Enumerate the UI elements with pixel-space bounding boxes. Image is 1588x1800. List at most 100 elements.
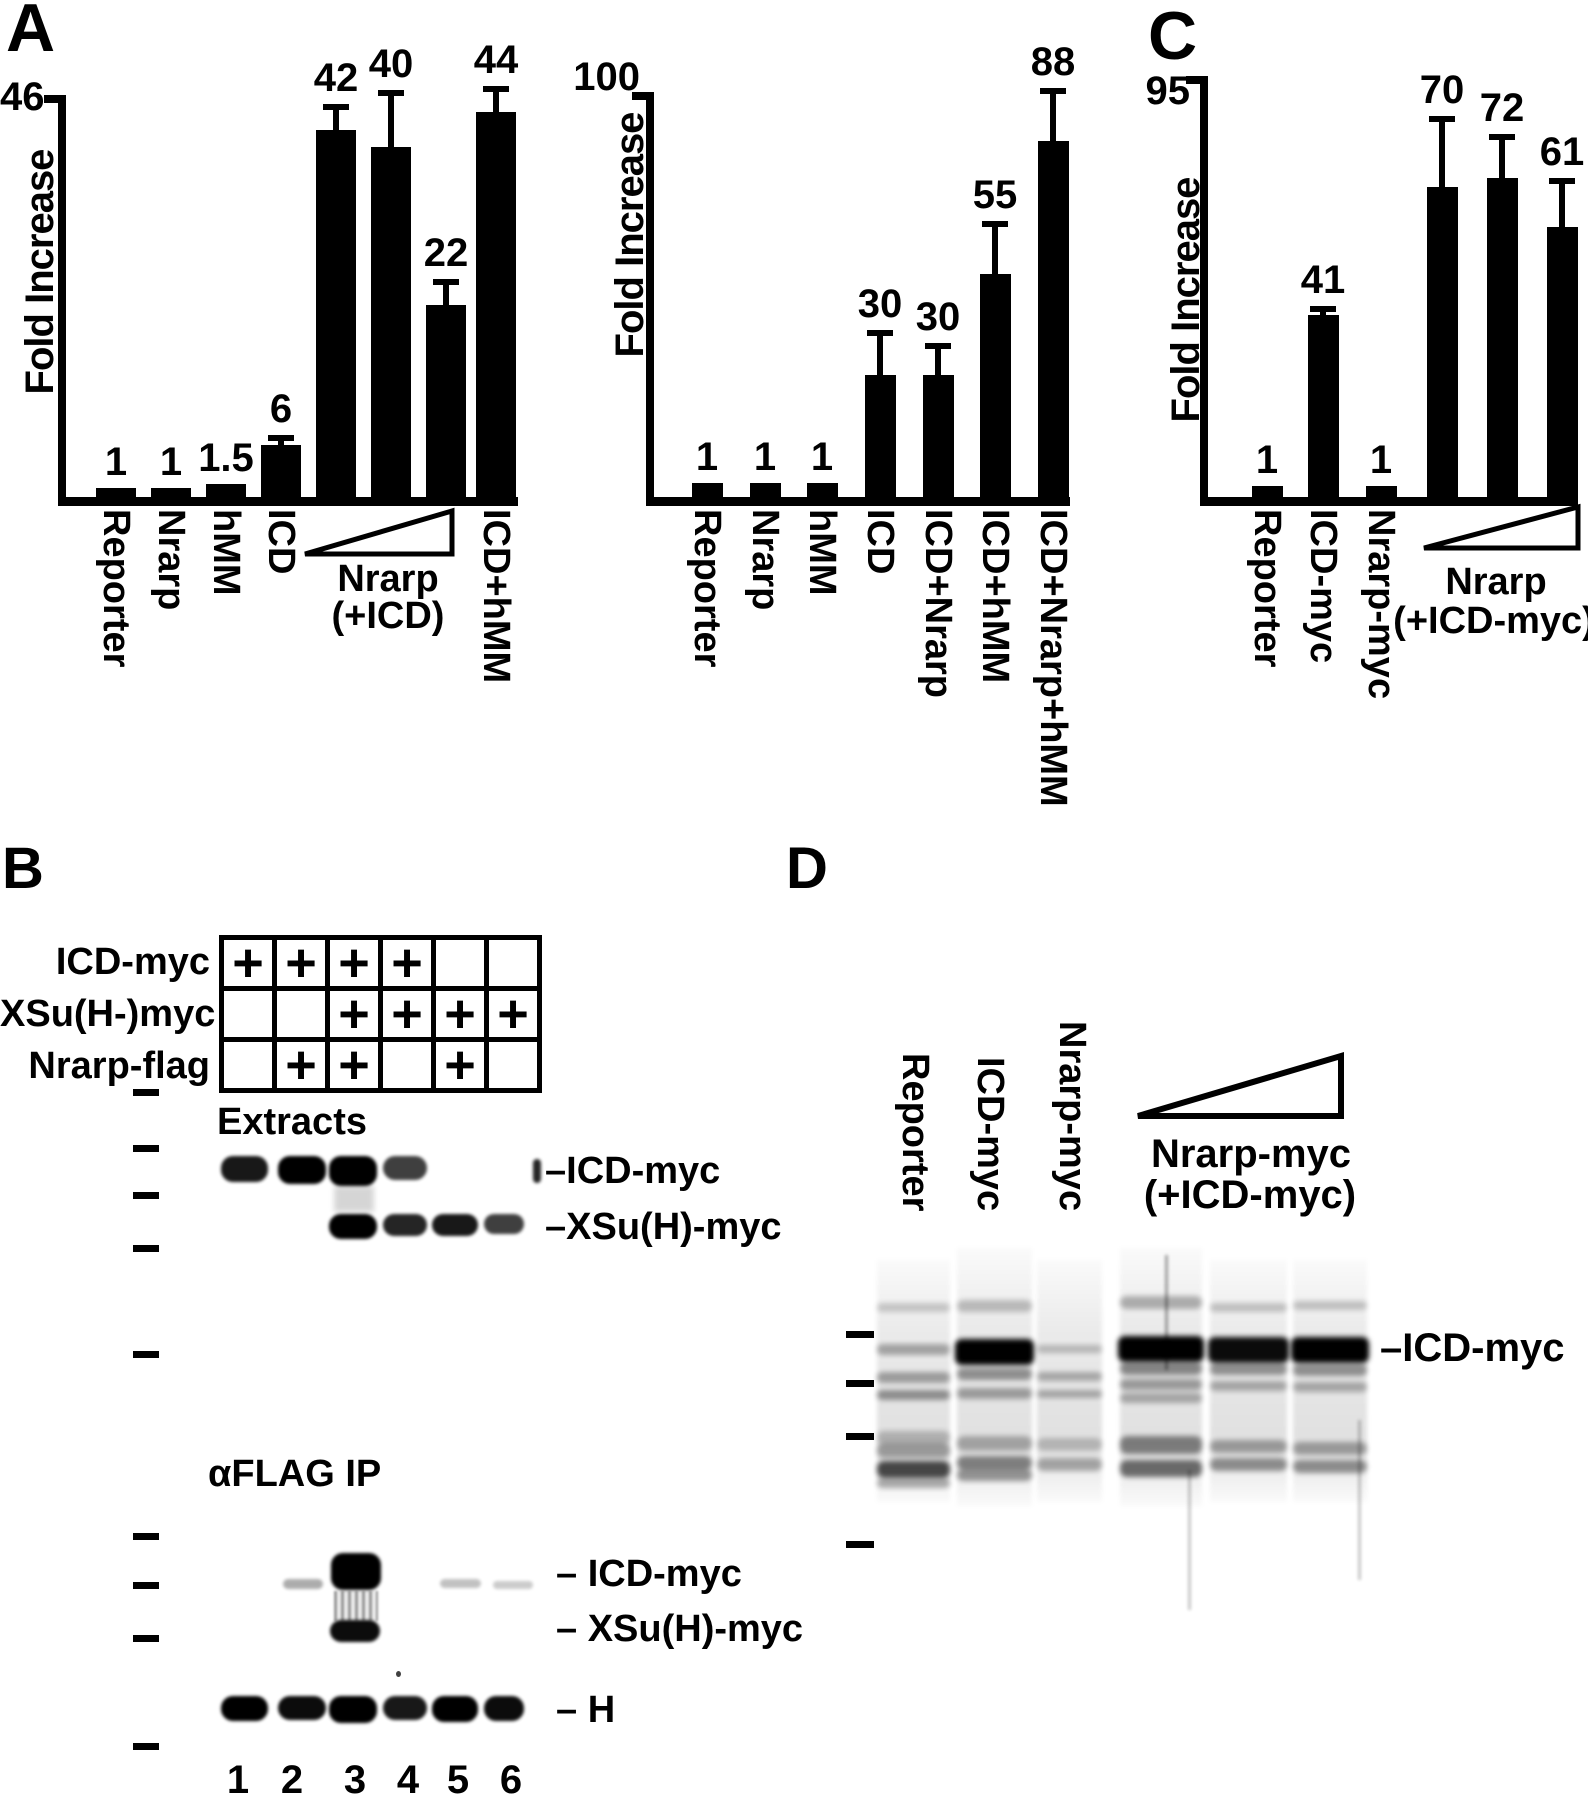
bar-dose-5 (371, 147, 411, 497)
lane-number-3: 3 (343, 1758, 367, 1800)
panel-c-letter: C (1148, 0, 1198, 74)
y-axis-title: Fold Increase (608, 112, 652, 358)
panel-d-background-band (1037, 1458, 1102, 1471)
ip-band-xsu-lane3 (330, 1620, 380, 1642)
panel-d-band-icd-myc (1291, 1337, 1369, 1363)
panel-d-vertical-streak (1358, 1420, 1361, 1580)
mw-marker-tick (133, 1351, 159, 1358)
x-label-Reporter: Reporter (686, 509, 728, 668)
mw-marker-tick (846, 1331, 874, 1338)
error-bar-cap (433, 279, 459, 285)
bar-ICD (261, 445, 301, 497)
bar-value-label: 41 (1300, 258, 1346, 302)
lane-number-6: 6 (499, 1758, 523, 1800)
bar-value-label: 1 (159, 440, 183, 484)
y-axis-top-tick (632, 92, 654, 100)
mw-marker-tick (133, 1582, 159, 1589)
x-label-Nrarp-myc: Nrarp-myc (1360, 509, 1402, 700)
panel-d-dose-triangle-shape (1137, 1051, 1344, 1119)
bar-hMM (206, 484, 246, 497)
error-bar-stem (1499, 134, 1505, 178)
x-axis-line (1200, 497, 1578, 506)
table-row: + + + + (219, 986, 542, 1042)
empty-cell (484, 935, 542, 991)
error-bar-cap (323, 104, 349, 110)
bar-value-label: 1.5 (198, 436, 254, 480)
bar-hMM (807, 483, 838, 497)
panel-d-lane-smear (1210, 1260, 1287, 1502)
table-row-label-XSu(H-)myc: XSu(H-)myc (0, 993, 216, 1035)
extracts-edge-spot (533, 1159, 541, 1183)
bar-Reporter (1252, 486, 1283, 497)
dose-gradient-triangle (1423, 503, 1581, 551)
bar-value-label: 1 (104, 440, 128, 484)
bar-value-label: 72 (1479, 86, 1525, 130)
error-bar-cap (1549, 178, 1575, 184)
bar-Nrarp (750, 483, 781, 497)
mw-marker-tick (133, 1743, 159, 1750)
panel-d-background-band (877, 1390, 950, 1400)
bar-value-label: 44 (473, 38, 519, 82)
bar-value-label: 1 (810, 435, 834, 479)
panel-d-background-band (877, 1478, 950, 1488)
panel-d-background-band (957, 1300, 1032, 1312)
panel-d-background-band (1293, 1460, 1367, 1473)
x-label-ICD+Nrarp: ICD+Nrarp (917, 509, 959, 698)
x-label-hMM: hMM (801, 509, 843, 596)
lane-number-4: 4 (396, 1758, 420, 1800)
panel-d-background-band (877, 1443, 950, 1458)
bar-value-label: 6 (269, 387, 293, 431)
extracts-band-label-xsu: –XSu(H)-myc (545, 1206, 782, 1248)
ip-band-h (278, 1696, 326, 1720)
panel-d-band-icd-myc (955, 1339, 1034, 1365)
lane-number-5: 5 (446, 1758, 470, 1800)
error-bar-stem (388, 90, 394, 147)
bar-dose-6 (426, 305, 466, 497)
panel-d-lane-label-Nrarp-myc: Nrarp-myc (1051, 1020, 1093, 1211)
y-axis-max-label: 95 (1145, 69, 1191, 113)
ip-band-h (329, 1696, 377, 1723)
bar-value-label: 88 (1030, 40, 1076, 84)
dose-group-label-line1: Nrarp (337, 558, 439, 600)
transfection-condition-table: + + + + + + + + + + + (219, 935, 542, 1093)
bar-value-label: 30 (857, 282, 903, 326)
x-label-Nrarp: Nrarp (150, 509, 192, 611)
error-bar-cap (867, 330, 893, 336)
panel-a-letter: A (6, 0, 56, 66)
y-axis-line (1200, 76, 1208, 506)
bar-ICD (865, 375, 896, 497)
error-bar-stem (333, 104, 339, 130)
panel-d-background-band (877, 1461, 950, 1478)
ip-band-icd-lane3 (331, 1553, 381, 1590)
ip-band-h (432, 1696, 478, 1722)
x-label-ICD-myc: ICD-myc (1302, 509, 1344, 664)
plus-cell: + (484, 986, 542, 1042)
panel-d-background-band (877, 1303, 950, 1312)
bar-value-label: 30 (915, 295, 961, 339)
error-bar-stem (1050, 88, 1056, 141)
extracts-band-icd-myc (278, 1156, 326, 1184)
error-bar-cap (268, 435, 294, 441)
x-axis-line (646, 497, 1070, 506)
ip-band-label-xsu: – XSu(H)-myc (556, 1608, 804, 1650)
mw-marker-tick (846, 1541, 874, 1548)
plus-cell: + (431, 986, 489, 1042)
mw-marker-tick (133, 1145, 159, 1152)
x-label-ICD+hMM: ICD+hMM (475, 509, 517, 684)
error-bar-stem (443, 279, 449, 305)
plus-cell: + (325, 986, 383, 1042)
panel-d-background-band (957, 1456, 1032, 1470)
mw-marker-tick (133, 1245, 159, 1252)
empty-cell (431, 935, 489, 991)
mw-marker-tick (133, 1089, 159, 1096)
panel-d-background-band (1210, 1458, 1287, 1471)
panel-d-letter: D (786, 836, 828, 901)
error-bar-cap (925, 343, 951, 349)
empty-cell (378, 1037, 436, 1093)
dose-gradient-triangle (304, 507, 455, 557)
x-label-ICD: ICD (260, 509, 302, 575)
panel-d-background-band (1210, 1363, 1287, 1375)
bar-ICD+Nrarp (923, 375, 954, 497)
panel-d-lane-label-ICD-myc: ICD-myc (969, 1056, 1011, 1211)
plus-cell: + (378, 986, 436, 1042)
